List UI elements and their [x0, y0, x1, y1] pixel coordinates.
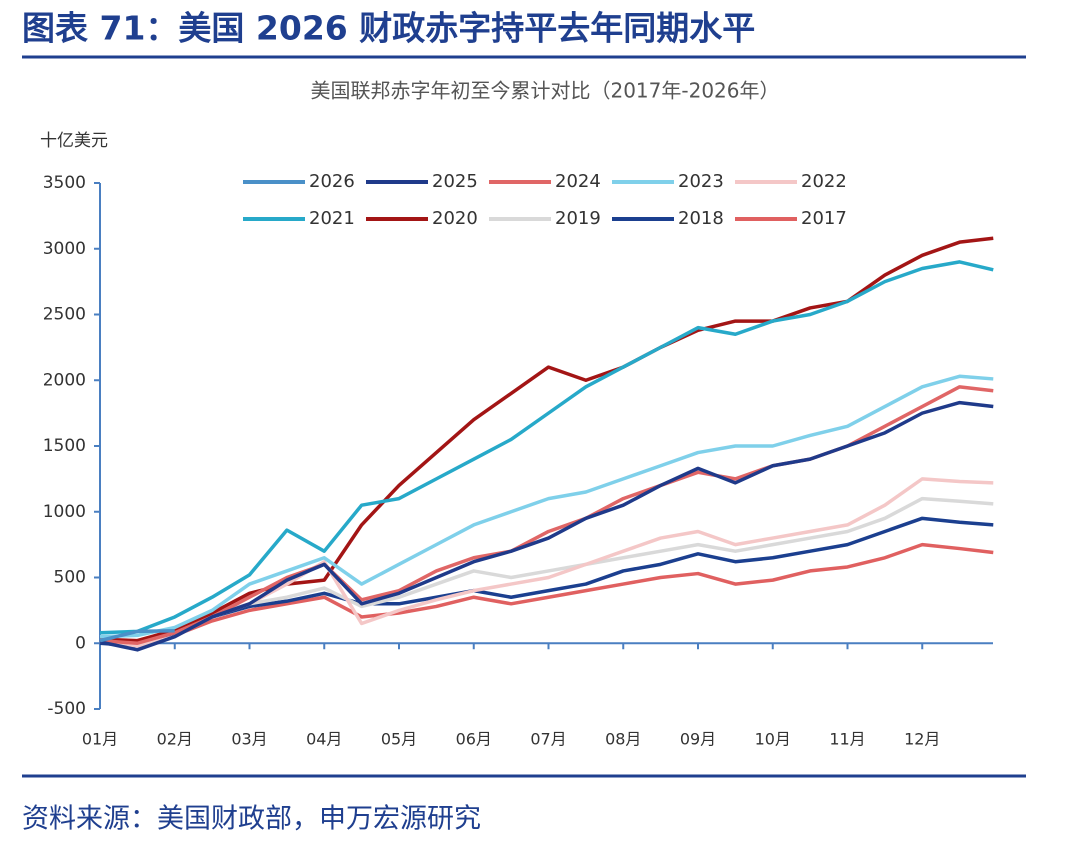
legend-label: 2022: [801, 171, 847, 192]
x-tick-label: 07月: [530, 730, 566, 749]
series-line: [99, 260, 994, 635]
legend-label: 2024: [555, 171, 601, 192]
x-tick-label: 04月: [306, 730, 342, 749]
series-line: [99, 400, 994, 652]
legend-label: 2023: [678, 171, 724, 192]
series-line: [99, 385, 994, 645]
legend-label: 2021: [309, 208, 355, 229]
y-tick-label: 1000: [43, 502, 86, 522]
y-tick-label: 500: [54, 568, 86, 588]
x-tick-label: 06月: [456, 730, 492, 749]
legend-label: 2017: [801, 208, 847, 229]
y-tick-label: 0: [75, 633, 86, 653]
source: 资料来源：美国财政部，申万宏源研究: [22, 804, 481, 835]
legend-label: 2026: [309, 171, 355, 192]
x-tick-label: 01月: [82, 730, 118, 749]
legend-label: 2020: [432, 208, 478, 229]
legend-label: 2025: [432, 171, 478, 192]
y-tick-label: 2000: [43, 370, 86, 390]
x-tick-label: 10月: [755, 730, 791, 749]
series-line: [99, 516, 994, 648]
x-tick-label: 09月: [680, 730, 716, 749]
series-line: [99, 629, 175, 643]
x-tick-label: 03月: [231, 730, 267, 749]
x-tick-label: 12月: [904, 730, 940, 749]
y-tick-label: 3500: [43, 173, 86, 193]
series-line: [99, 374, 994, 639]
y-tick-label: -500: [47, 699, 86, 719]
x-tick-label: 08月: [605, 730, 641, 749]
x-tick-label: 11月: [829, 730, 865, 749]
y-tick-label: 3000: [43, 239, 86, 259]
y-tick-label: 1500: [43, 436, 86, 456]
legend-label: 2018: [678, 208, 724, 229]
x-tick-label: 05月: [381, 730, 417, 749]
x-tick-label: 02月: [157, 730, 193, 749]
figure-title: 图表 71：美国 2026 财政赤字持平去年同期水平: [22, 9, 755, 48]
chart-title: 美国联邦赤字年初至今累计对比（2017年-2026年）: [310, 79, 779, 103]
legend-label: 2019: [555, 208, 601, 229]
y-axis-label: 十亿美元: [40, 131, 108, 151]
y-tick-label: 2500: [43, 305, 86, 325]
series-line: [99, 542, 994, 645]
